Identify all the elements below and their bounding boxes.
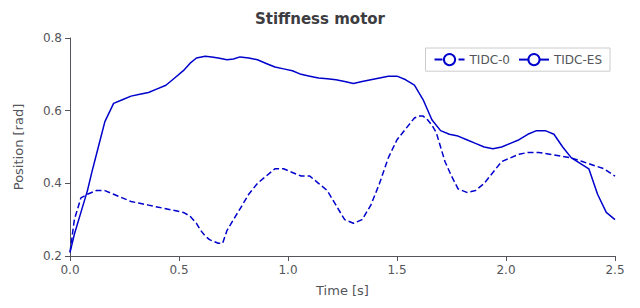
svg-text:2.0: 2.0 — [496, 263, 515, 277]
svg-text:0.5: 0.5 — [169, 263, 188, 277]
svg-text:0.2: 0.2 — [43, 249, 62, 263]
svg-text:Position [rad]: Position [rad] — [11, 104, 26, 190]
svg-text:TIDC-ES: TIDC-ES — [553, 53, 602, 67]
svg-text:0.0: 0.0 — [60, 263, 79, 277]
svg-text:1.5: 1.5 — [387, 263, 406, 277]
svg-text:Stiffness motor: Stiffness motor — [255, 10, 386, 28]
svg-text:1.0: 1.0 — [278, 263, 297, 277]
svg-text:Time [s]: Time [s] — [315, 283, 369, 298]
svg-text:0.8: 0.8 — [43, 31, 62, 45]
svg-text:0.6: 0.6 — [43, 104, 62, 118]
svg-text:TIDC-0: TIDC-0 — [469, 53, 510, 67]
svg-text:2.5: 2.5 — [605, 263, 624, 277]
svg-text:0.4: 0.4 — [43, 176, 62, 190]
